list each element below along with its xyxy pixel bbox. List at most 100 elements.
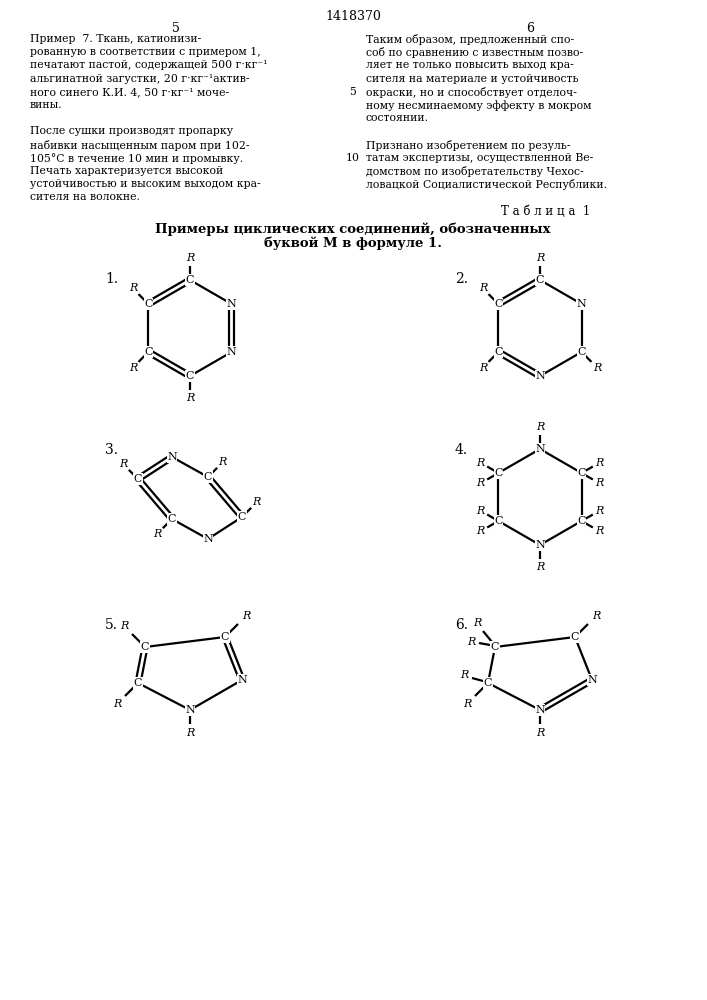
- Text: 5: 5: [349, 87, 356, 97]
- Text: После сушки производят пропарку: После сушки производят пропарку: [30, 126, 233, 136]
- Text: N: N: [577, 299, 586, 309]
- Text: ному несминаемому эффекту в мокром: ному несминаемому эффекту в мокром: [366, 100, 592, 111]
- Text: N: N: [535, 371, 545, 381]
- Text: R: R: [460, 670, 468, 680]
- Text: R: R: [536, 422, 544, 432]
- Text: R: R: [252, 497, 261, 507]
- Text: 1.: 1.: [105, 272, 118, 286]
- Text: R: R: [113, 699, 121, 709]
- Text: R: R: [479, 363, 487, 373]
- Text: R: R: [129, 283, 137, 293]
- Text: R: R: [119, 459, 127, 469]
- Text: альгинатной загустки, 20 г·кг⁻¹актив-: альгинатной загустки, 20 г·кг⁻¹актив-: [30, 74, 250, 84]
- Text: N: N: [587, 675, 597, 685]
- Text: R: R: [186, 253, 194, 263]
- Text: N: N: [535, 705, 545, 715]
- Text: Печать характеризуется высокой: Печать характеризуется высокой: [30, 166, 223, 176]
- Text: C: C: [484, 678, 492, 688]
- Text: рованную в соответствии с примером 1,: рованную в соответствии с примером 1,: [30, 47, 261, 57]
- Text: C: C: [571, 632, 579, 642]
- Text: N: N: [227, 347, 236, 357]
- Text: C: C: [494, 347, 503, 357]
- Text: R: R: [467, 637, 475, 647]
- Text: R: R: [595, 479, 604, 488]
- Text: R: R: [593, 363, 602, 373]
- Text: R: R: [218, 457, 227, 467]
- Text: ного синего К.И. 4, 50 г·кг⁻¹ моче-: ного синего К.И. 4, 50 г·кг⁻¹ моче-: [30, 87, 229, 97]
- Text: C: C: [186, 275, 194, 285]
- Text: татам экспертизы, осуществленной Ве-: татам экспертизы, осуществленной Ве-: [366, 153, 593, 163]
- Text: 5: 5: [172, 22, 180, 35]
- Text: домством по изобретательству Чехос-: домством по изобретательству Чехос-: [366, 166, 583, 177]
- Text: ляет не только повысить выход кра-: ляет не только повысить выход кра-: [366, 60, 574, 70]
- Text: Признано изобретением по резуль-: Признано изобретением по резуль-: [366, 140, 571, 151]
- Text: C: C: [578, 468, 586, 478]
- Text: R: R: [592, 611, 600, 621]
- Text: 6: 6: [526, 22, 534, 35]
- Text: C: C: [536, 275, 544, 285]
- Text: 5.: 5.: [105, 618, 118, 632]
- Text: R: R: [186, 728, 194, 738]
- Text: C: C: [144, 299, 153, 309]
- Text: печатают пастой, содержащей 500 г·кг⁻¹: печатают пастой, содержащей 500 г·кг⁻¹: [30, 60, 267, 70]
- Text: Пример  7. Ткань, катионизи-: Пример 7. Ткань, катионизи-: [30, 34, 201, 44]
- Text: C: C: [141, 642, 149, 652]
- Text: C: C: [204, 472, 212, 482]
- Text: N: N: [203, 534, 213, 544]
- Text: R: R: [479, 283, 487, 293]
- Text: ловацкой Социалистической Республики.: ловацкой Социалистической Республики.: [366, 179, 607, 190]
- Text: R: R: [119, 621, 128, 631]
- Text: C: C: [238, 512, 246, 522]
- Text: C: C: [494, 468, 503, 478]
- Text: R: R: [536, 728, 544, 738]
- Text: C: C: [134, 474, 142, 484]
- Text: сителя на материале и устойчивость: сителя на материале и устойчивость: [366, 74, 578, 84]
- Text: N: N: [535, 540, 545, 550]
- Text: 6.: 6.: [455, 618, 468, 632]
- Text: C: C: [134, 678, 142, 688]
- Text: 3.: 3.: [105, 443, 118, 457]
- Text: 10: 10: [346, 153, 360, 163]
- Text: R: R: [242, 611, 250, 621]
- Text: Примеры циклических соединений, обозначенных: Примеры циклических соединений, обозначе…: [156, 222, 551, 235]
- Text: сителя на волокне.: сителя на волокне.: [30, 192, 140, 202]
- Text: 4.: 4.: [455, 443, 468, 457]
- Text: состоянии.: состоянии.: [366, 113, 429, 123]
- Text: 105°С в течение 10 мин и промывку.: 105°С в течение 10 мин и промывку.: [30, 153, 243, 164]
- Text: R: R: [595, 526, 604, 536]
- Text: окраски, но и способствует отделоч-: окраски, но и способствует отделоч-: [366, 87, 577, 98]
- Text: 2.: 2.: [455, 272, 468, 286]
- Text: N: N: [237, 675, 247, 685]
- Text: R: R: [463, 699, 471, 709]
- Text: Таким образом, предложенный спо-: Таким образом, предложенный спо-: [366, 34, 574, 45]
- Text: C: C: [494, 516, 503, 526]
- Text: R: R: [129, 363, 137, 373]
- Text: R: R: [476, 479, 484, 488]
- Text: C: C: [494, 299, 503, 309]
- Text: R: R: [595, 506, 604, 516]
- Text: N: N: [185, 705, 195, 715]
- Text: R: R: [476, 506, 484, 516]
- Text: набивки насыщенным паром при 102-: набивки насыщенным паром при 102-: [30, 140, 250, 151]
- Text: R: R: [186, 393, 194, 403]
- Text: C: C: [186, 371, 194, 381]
- Text: R: R: [153, 529, 161, 539]
- Text: буквой М в формуле 1.: буквой М в формуле 1.: [264, 237, 442, 250]
- Text: R: R: [473, 618, 481, 628]
- Text: устойчивостью и высоким выходом кра-: устойчивостью и высоким выходом кра-: [30, 179, 261, 189]
- Text: R: R: [595, 458, 604, 468]
- Text: C: C: [491, 642, 499, 652]
- Text: R: R: [536, 253, 544, 263]
- Text: R: R: [476, 526, 484, 536]
- Text: R: R: [536, 562, 544, 572]
- Text: N: N: [535, 444, 545, 454]
- Text: C: C: [578, 516, 586, 526]
- Text: Т а б л и ц а  1: Т а б л и ц а 1: [501, 205, 590, 218]
- Text: C: C: [168, 514, 176, 524]
- Text: вины.: вины.: [30, 100, 63, 110]
- Text: C: C: [221, 632, 229, 642]
- Text: 1418370: 1418370: [325, 10, 381, 23]
- Text: соб по сравнению с известным позво-: соб по сравнению с известным позво-: [366, 47, 583, 58]
- Text: C: C: [144, 347, 153, 357]
- Text: N: N: [227, 299, 236, 309]
